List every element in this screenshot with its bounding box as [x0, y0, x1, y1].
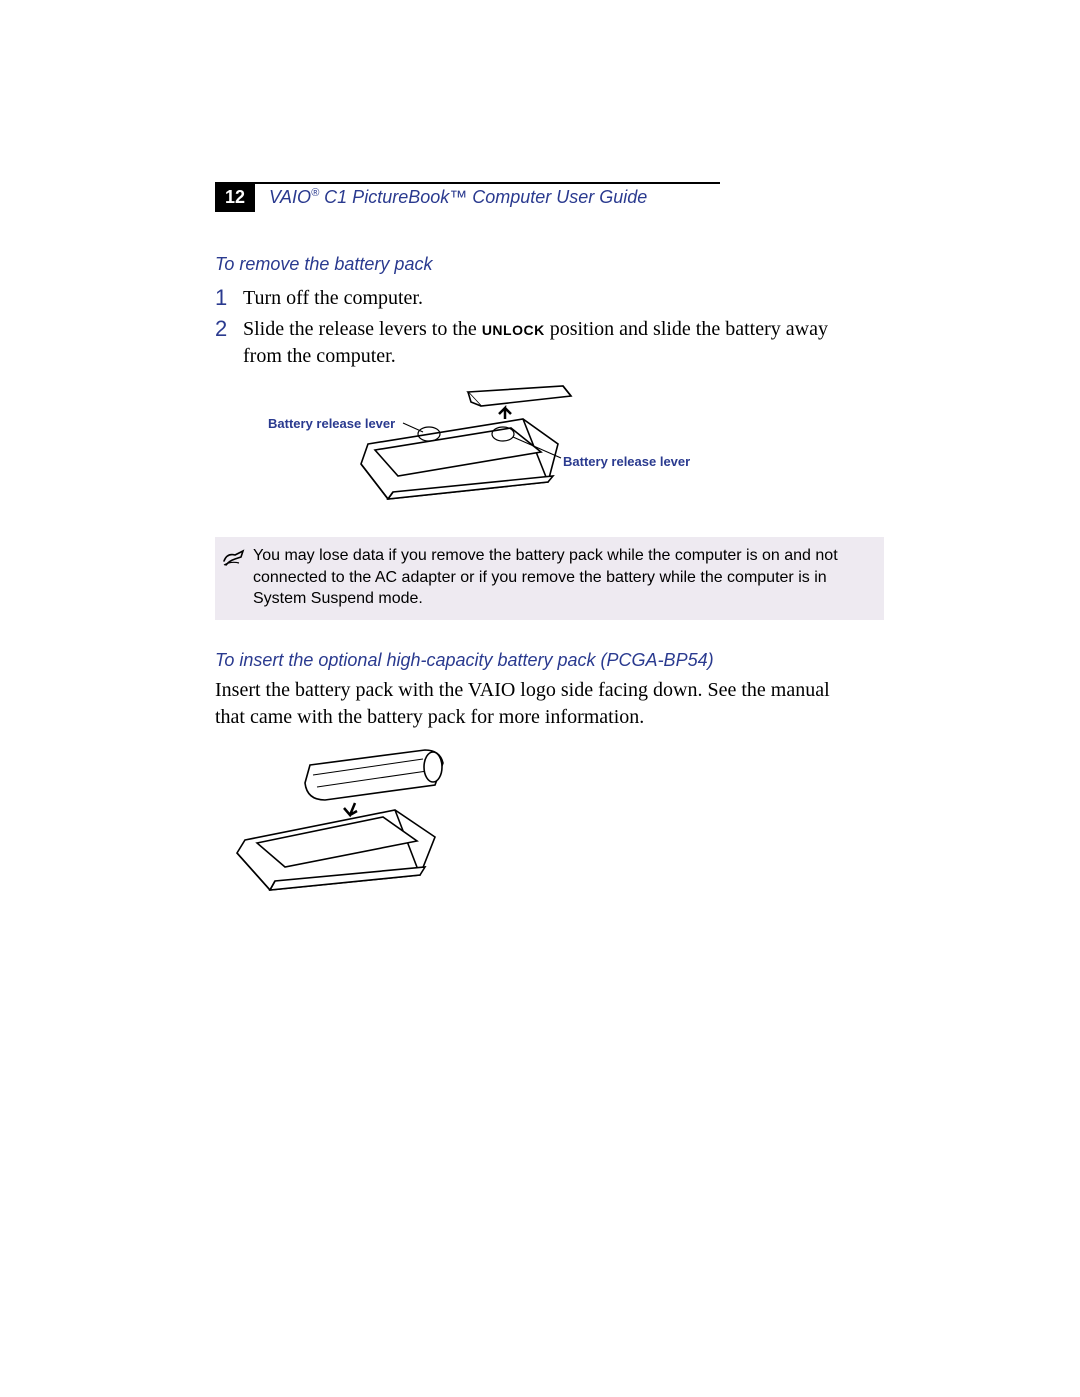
note-text: You may lose data if you remove the batt… — [253, 545, 868, 610]
step-list: 1 Turn off the computer. 2 Slide the rel… — [215, 285, 880, 370]
step-number: 1 — [215, 285, 243, 311]
page-header: 12 VAIO® C1 PictureBook™ Computer User G… — [215, 183, 880, 212]
title-prefix: VAIO — [269, 187, 311, 207]
figure-insert-battery — [225, 745, 880, 900]
title-rest: C1 PictureBook™ Computer User Guide — [319, 187, 647, 207]
laptop-battery-illustration — [243, 384, 703, 514]
unlock-label: UNLOCK — [482, 322, 545, 338]
step-text-pre: Slide the release levers to the — [243, 318, 482, 340]
step-item: 1 Turn off the computer. — [215, 285, 880, 312]
note-box: You may lose data if you remove the batt… — [215, 537, 884, 620]
figure-remove-battery: Battery release lever Battery release le… — [243, 384, 880, 519]
step-item: 2 Slide the release levers to the UNLOCK… — [215, 316, 880, 370]
page-number: 12 — [215, 183, 255, 212]
document-page: 12 VAIO® C1 PictureBook™ Computer User G… — [0, 0, 1080, 1397]
step-number: 2 — [215, 316, 243, 342]
header-rule — [215, 182, 720, 184]
note-icon — [221, 547, 251, 574]
registered-mark: ® — [311, 187, 319, 199]
step-text: Turn off the computer. — [243, 285, 453, 312]
section-heading-insert: To insert the optional high-capacity bat… — [215, 650, 880, 671]
insert-paragraph: Insert the battery pack with the VAIO lo… — [215, 677, 880, 731]
figure-label-left: Battery release lever — [268, 416, 395, 431]
step-text: Slide the release levers to the UNLOCK p… — [243, 316, 880, 370]
guide-title: VAIO® C1 PictureBook™ Computer User Guid… — [269, 187, 647, 208]
figure-label-right: Battery release lever — [563, 454, 690, 469]
section-heading-remove: To remove the battery pack — [215, 254, 880, 275]
laptop-insert-illustration — [225, 745, 485, 895]
